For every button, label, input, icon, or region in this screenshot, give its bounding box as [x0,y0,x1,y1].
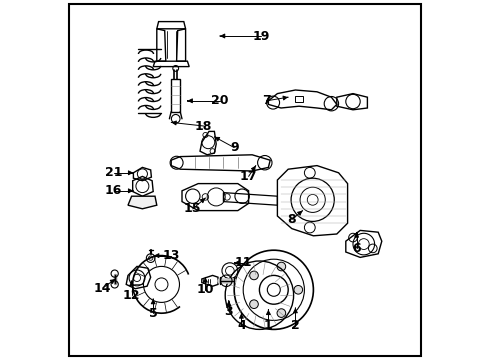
Circle shape [294,285,303,294]
Circle shape [277,309,286,318]
Circle shape [250,300,258,309]
Text: 11: 11 [234,256,252,269]
Text: 13: 13 [163,249,180,262]
Polygon shape [128,196,157,209]
Text: 15: 15 [184,202,201,215]
Text: 5: 5 [149,307,158,320]
Circle shape [250,271,258,280]
Text: 16: 16 [105,184,122,197]
Text: 18: 18 [195,120,212,132]
Text: 17: 17 [240,170,257,183]
Text: 2: 2 [291,319,300,332]
Text: 4: 4 [237,319,246,332]
Text: 12: 12 [123,289,140,302]
Text: 6: 6 [352,242,361,255]
Text: 10: 10 [196,283,214,296]
Text: 9: 9 [230,141,239,154]
Text: 19: 19 [252,30,270,42]
Text: 8: 8 [288,213,296,226]
Circle shape [277,262,286,271]
Text: 7: 7 [262,94,271,107]
Text: 21: 21 [105,166,122,179]
Text: 1: 1 [264,319,273,332]
Text: 3: 3 [224,305,233,318]
Text: 14: 14 [94,282,112,294]
Text: 20: 20 [211,94,228,107]
